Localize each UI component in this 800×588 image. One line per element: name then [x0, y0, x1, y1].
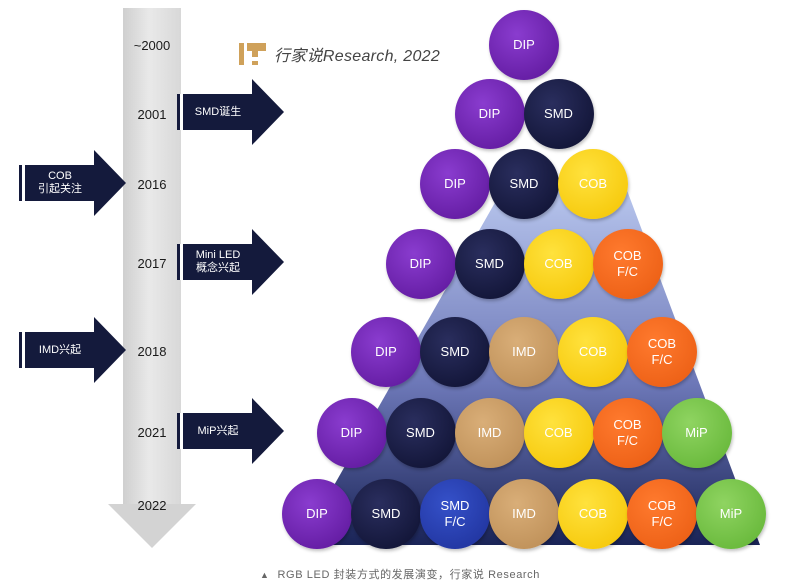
package-circle-dip: DIP [420, 149, 490, 219]
timeline-bar [123, 8, 181, 505]
package-circle-dip: DIP [316, 398, 387, 468]
year-2018: 2018 [137, 344, 167, 359]
package-circle-mip: MiP [696, 479, 766, 549]
caption-text: RGB LED 封装方式的发展演变，行家说 Research [277, 569, 540, 581]
year-2001: 2001 [137, 107, 167, 122]
package-circle-smd: SMD [454, 229, 525, 299]
package-circle-cob-fc: COB F/C [627, 479, 697, 549]
timeline-arrowhead [108, 504, 196, 548]
package-circle-dip: DIP [454, 79, 525, 149]
event-label-mini-led: Mini LED 概念兴起 [195, 249, 241, 274]
package-circle-smd: SMD [385, 398, 456, 468]
year-2022: 2022 [137, 498, 167, 513]
package-circle-dip: DIP [282, 479, 352, 549]
caption-marker: ▲ [260, 570, 270, 580]
year-2000: ~2000 [133, 38, 171, 53]
brand-watermark: 行家说Research, 2022 [238, 40, 440, 68]
package-circle-cob: COB [558, 479, 628, 549]
package-circle-mip: MiP [661, 398, 732, 468]
year-2017: 2017 [137, 256, 167, 271]
package-circle-smd-fc: SMD F/C [420, 479, 490, 549]
figure-caption: ▲ RGB LED 封装方式的发展演变，行家说 Research [0, 566, 800, 582]
year-2016: 2016 [137, 177, 167, 192]
package-circle-cob: COB [558, 149, 628, 219]
package-circle-cob-fc: COB F/C [592, 398, 663, 468]
package-circle-cob-fc: COB F/C [592, 229, 663, 299]
package-circle-smd: SMD [420, 317, 490, 387]
package-circle-cob: COB [523, 229, 594, 299]
brand-text: 行家说Research, 2022 [274, 48, 441, 65]
package-circle-dip: DIP [351, 317, 421, 387]
package-circle-imd: IMD [454, 398, 525, 468]
year-2021: 2021 [137, 425, 167, 440]
package-circle-dip: DIP [385, 229, 456, 299]
event-label-cob: COB 引起关注 [38, 170, 82, 195]
event-label-imd: IMD兴起 [38, 343, 82, 356]
event-label-smd: SMD诞生 [194, 105, 242, 118]
package-circle-smd: SMD [523, 79, 594, 149]
event-label-mip: MiP兴起 [197, 424, 239, 437]
package-circle-imd: IMD [489, 479, 559, 549]
package-circle-cob-fc: COB F/C [627, 317, 697, 387]
package-circle-cob: COB [523, 398, 594, 468]
package-circle-smd: SMD [351, 479, 421, 549]
package-circle-cob: COB [558, 317, 628, 387]
brand-logo-icon [239, 43, 266, 65]
package-circle-imd: IMD [489, 317, 559, 387]
package-circle-dip: DIP [489, 10, 559, 80]
package-circle-smd: SMD [489, 149, 559, 219]
